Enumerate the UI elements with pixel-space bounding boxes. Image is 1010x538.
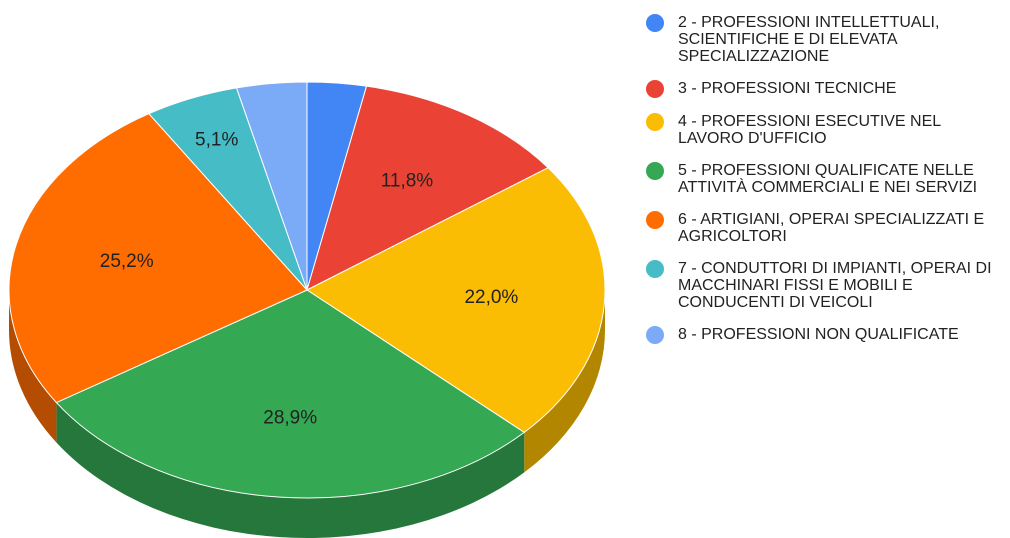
legend-label: 7 - CONDUTTORI DI IMPIANTI, OPERAI DI MA…	[678, 260, 992, 311]
legend-swatch	[646, 80, 664, 98]
slice-side	[9, 290, 57, 443]
legend-item: 3 - PROFESSIONI TECNICHE	[642, 80, 1008, 98]
legend: 2 - PROFESSIONI INTELLETTUALI, SCIENTIFI…	[642, 14, 1008, 359]
data-label: 28,9%	[263, 407, 317, 428]
legend-label: 3 - PROFESSIONI TECNICHE	[678, 80, 897, 97]
data-label: 5,1%	[195, 130, 238, 151]
slice-side	[524, 290, 605, 473]
legend-item: 8 - PROFESSIONI NON QUALIFICATE	[642, 326, 1008, 344]
data-label: 11,8%	[381, 171, 434, 192]
legend-swatch	[646, 14, 664, 32]
legend-label: 8 - PROFESSIONI NON QUALIFICATE	[678, 326, 959, 343]
legend-swatch	[646, 326, 664, 344]
legend-item: 5 - PROFESSIONI QUALIFICATE NELLE ATTIVI…	[642, 162, 1008, 196]
slice	[55, 289, 526, 499]
legend-item: 2 - PROFESSIONI INTELLETTUALI, SCIENTIFI…	[642, 14, 1008, 65]
slice	[306, 85, 549, 291]
legend-item: 7 - CONDUTTORI DI IMPIANTI, OPERAI DI MA…	[642, 260, 1008, 311]
legend-label: 5 - PROFESSIONI QUALIFICATE NELLE ATTIVI…	[678, 162, 978, 196]
legend-label: 6 - ARTIGIANI, OPERAI SPECIALIZZATI E AG…	[678, 211, 985, 245]
legend-swatch	[646, 113, 664, 131]
legend-swatch	[646, 260, 664, 278]
legend-item: 6 - ARTIGIANI, OPERAI SPECIALIZZATI E AG…	[642, 211, 1008, 245]
legend-swatch	[646, 162, 664, 180]
slice	[306, 167, 606, 433]
legend-item: 4 - PROFESSIONI ESECUTIVE NEL LAVORO D'U…	[642, 113, 1008, 147]
pie-area: 11,8% 22,0% 28,9% 25,2% 5,1%	[8, 81, 606, 538]
slice	[235, 81, 308, 291]
slice-side	[56, 402, 525, 538]
legend-label: 4 - PROFESSIONI ESECUTIVE NEL LAVORO D'U…	[678, 113, 941, 147]
slice	[8, 113, 308, 404]
data-label: 25,2%	[100, 251, 154, 272]
legend-label: 2 - PROFESSIONI INTELLETTUALI, SCIENTIFI…	[678, 14, 940, 65]
data-label: 22,0%	[464, 287, 518, 308]
legend-swatch	[646, 211, 664, 229]
